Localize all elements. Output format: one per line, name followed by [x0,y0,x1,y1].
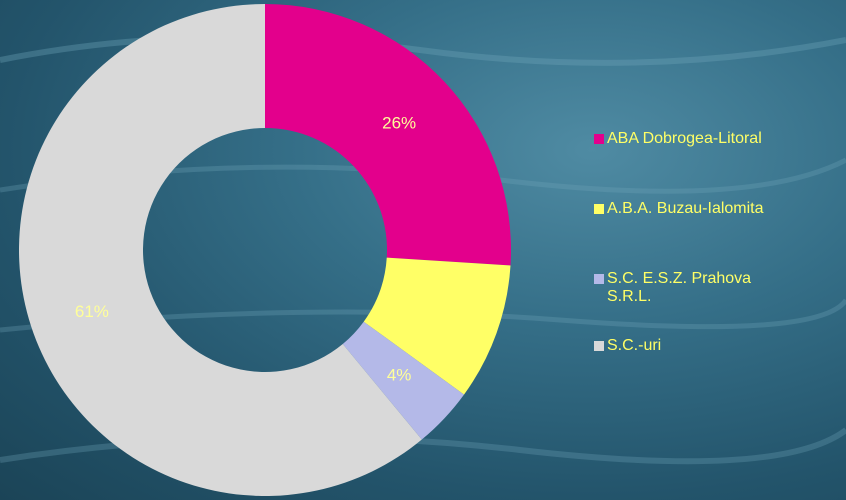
legend-item: ABA Dobrogea-Litoral [594,130,762,148]
legend-item: S.C.-uri [594,337,661,355]
legend-label: S.C. E.S.Z. Prahova S.R.L. [607,270,752,305]
legend-swatch [594,134,604,144]
donut-slice [18,4,422,496]
legend-swatch [594,341,604,351]
data-label: 4% [387,365,412,384]
legend-label: S.C.-uri [607,337,662,354]
data-label: 61% [75,302,109,321]
legend-swatch [594,204,604,214]
donut-slice [265,4,511,266]
donut-slice [363,257,511,395]
legend-label: ABA Dobrogea-Litoral [607,130,762,147]
data-label: 26% [382,114,416,133]
legend-label: A.B.A. Buzau-Ialomita [607,200,764,217]
legend-swatch [594,274,604,284]
legend-item: S.C. E.S.Z. Prahova S.R.L. [594,270,794,306]
donut-slice [342,321,465,440]
legend-item: A.B.A. Buzau-Ialomita [594,200,764,218]
